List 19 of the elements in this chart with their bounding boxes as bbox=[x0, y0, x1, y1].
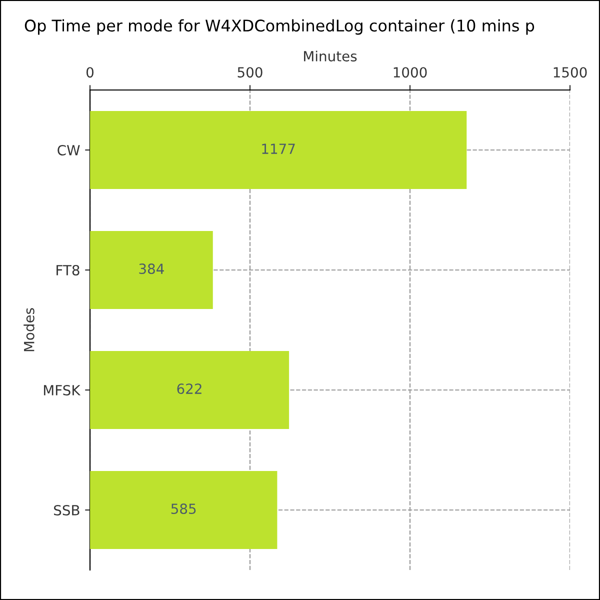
y-tick-label: FT8 bbox=[56, 264, 80, 276]
data-label: 384 bbox=[139, 264, 164, 274]
y-tick-label: CW bbox=[58, 144, 80, 156]
data-label: 585 bbox=[171, 504, 196, 514]
x-axis-title: Minutes bbox=[304, 50, 357, 62]
x-tick-label: 500 bbox=[238, 67, 262, 78]
y-tick-label: SSB bbox=[54, 504, 80, 516]
chart-title: Op Time per mode for W4XDCombinedLog container (10 mins p bbox=[24, 19, 534, 35]
x-tick-label: 0 bbox=[86, 67, 94, 78]
bar bbox=[90, 351, 290, 429]
y-tick-label: MFSK bbox=[44, 384, 81, 396]
bar bbox=[90, 471, 278, 549]
y-axis-title: Modes bbox=[24, 308, 34, 352]
x-tick-label: 1000 bbox=[394, 67, 427, 78]
bar bbox=[90, 111, 467, 189]
bar bbox=[90, 231, 213, 309]
data-label: 1177 bbox=[262, 144, 295, 154]
data-label: 622 bbox=[177, 384, 202, 394]
x-tick-label: 1500 bbox=[554, 67, 587, 78]
